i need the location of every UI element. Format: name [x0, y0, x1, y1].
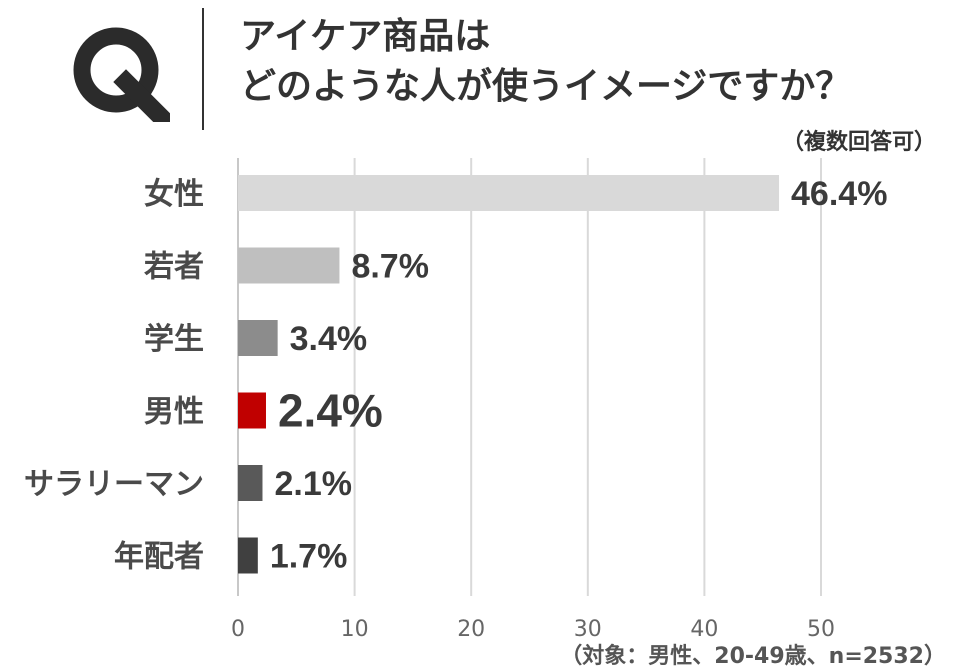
- x-tick-label-30: 30: [574, 617, 602, 642]
- bar-4: [238, 465, 263, 501]
- bar-3: [238, 392, 266, 429]
- category-label-2: 学生: [144, 322, 204, 357]
- value-label-5: 1.7%: [270, 538, 348, 576]
- value-label-2: 3.4%: [290, 320, 368, 358]
- value-label-1: 8.7%: [351, 248, 429, 286]
- x-tick-label-0: 0: [231, 617, 245, 642]
- x-tick-label-50: 50: [807, 617, 835, 642]
- chart-title: アイケア商品は どのような人が使うイメージですか？: [240, 12, 851, 112]
- category-label-5: 年配者: [114, 540, 204, 575]
- bar-2: [238, 320, 278, 356]
- title-line-2: どのような人が使うイメージですか？: [240, 66, 852, 107]
- x-tick-label-20: 20: [457, 617, 485, 642]
- category-label-0: 女性: [144, 177, 204, 212]
- bar-5: [238, 537, 258, 574]
- value-label-4: 2.1%: [274, 465, 352, 503]
- x-tick-label-10: 10: [341, 617, 369, 642]
- value-label-0: 46.4%: [791, 175, 887, 213]
- value-label-3: 2.4%: [278, 385, 383, 437]
- survey-footnote: （対象：男性、20-49歳、n=2532）: [560, 644, 946, 669]
- q-icon: [73, 27, 170, 122]
- bar-1: [238, 247, 340, 284]
- category-label-3: 男性: [144, 395, 204, 430]
- category-label-4: サラリーマン: [24, 467, 204, 502]
- multiple-answers-note: （複数回答可）: [781, 130, 936, 155]
- x-tick-label-40: 40: [690, 617, 718, 642]
- title-line-1: アイケア商品は: [240, 16, 491, 57]
- bar-0: [238, 175, 780, 211]
- category-label-1: 若者: [144, 250, 204, 285]
- header-divider: [202, 8, 204, 130]
